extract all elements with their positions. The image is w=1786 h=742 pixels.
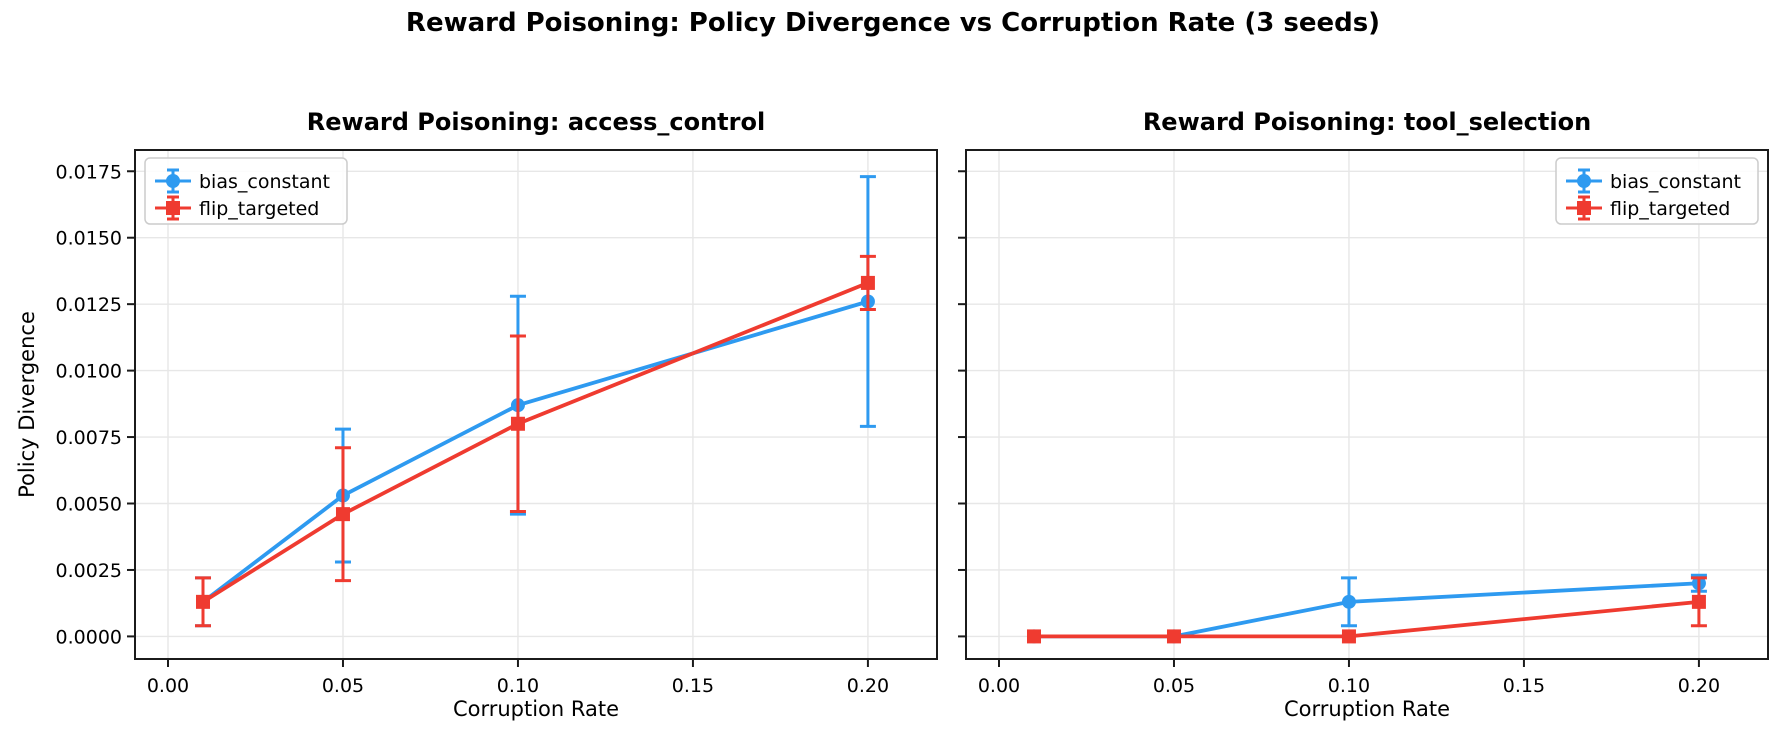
gridlines [135, 150, 937, 659]
legend-marker [166, 201, 180, 215]
y-tick-label: 0.0075 [56, 427, 122, 449]
legend-sample [1566, 195, 1602, 221]
data-point [1166, 629, 1181, 644]
figure-suptitle: Reward Poisoning: Policy Divergence vs C… [405, 8, 1381, 38]
axes-border [965, 149, 1769, 660]
x-tick-label: 0.10 [1328, 675, 1370, 697]
y-axis-label: Policy Divergence [15, 311, 39, 498]
data-point [1026, 629, 1041, 644]
y-tick-label: 0.0150 [56, 228, 122, 250]
x-tick-label: 0.10 [497, 675, 539, 697]
data-point [335, 507, 350, 522]
subplot-access-control: 0.00 0.05 0.10 0.15 0.20 0.0000 0.0025 0.0050 0.… [15, 108, 938, 721]
data-point [195, 594, 210, 609]
y-tick-label: 0.0025 [56, 560, 122, 582]
series-flip_targeted [194, 254, 876, 628]
data-point [1341, 629, 1356, 644]
legend-marker [1577, 174, 1591, 188]
x-tick-label: 0.15 [1503, 675, 1545, 697]
legend-marker [166, 174, 180, 188]
y-tick-label: 0.0125 [56, 294, 122, 316]
legend-sample [1566, 168, 1602, 194]
series-flip_targeted [1026, 576, 1707, 644]
data-line [201, 299, 869, 604]
y-tick-label: 0.0175 [56, 161, 122, 183]
data-line [1033, 599, 1700, 639]
data-point [1341, 594, 1356, 609]
x-tick-label: 0.05 [322, 675, 364, 697]
legend-label: flip_targeted [1610, 198, 1730, 220]
legend-sample [155, 168, 191, 194]
y-tick-label: 0.0050 [56, 494, 122, 516]
x-tick-label: 0.00 [978, 675, 1020, 697]
gridlines [966, 150, 1768, 659]
subplot-title: Reward Poisoning: tool_selection [1143, 108, 1591, 136]
legend-sample [155, 195, 191, 221]
legend-label: flip_targeted [199, 198, 319, 220]
x-tick-label: 0.00 [147, 675, 189, 697]
legend-label: bias_constant [199, 171, 330, 193]
x-axis-label: Corruption Rate [1284, 697, 1450, 721]
data-point [860, 275, 875, 290]
tick-marks [958, 170, 1700, 667]
legend: bias_constant flip_targeted [1555, 157, 1759, 225]
legend-label: bias_constant [1610, 171, 1741, 193]
x-tick-label: 0.20 [1678, 675, 1720, 697]
legend-box [144, 157, 348, 225]
data-line [201, 281, 869, 604]
x-tick-label: 0.20 [847, 675, 889, 697]
y-tick-label: 0.0000 [56, 626, 122, 648]
x-axis-label: Corruption Rate [453, 697, 619, 721]
legend-box [1555, 157, 1759, 225]
data-point [1691, 594, 1706, 609]
legend-marker [1577, 201, 1591, 215]
data-point [510, 416, 525, 431]
x-tick-label: 0.05 [1153, 675, 1195, 697]
x-tick-label: 0.15 [672, 675, 714, 697]
subplot-tool-selection: 0.00 0.05 0.10 0.15 0.20 Reward Poisoning: to… [958, 108, 1769, 721]
y-tick-label: 0.0100 [56, 361, 122, 383]
subplot-title: Reward Poisoning: access_control [307, 108, 765, 136]
legend: bias_constant flip_targeted [144, 157, 348, 225]
tick-marks [127, 170, 869, 667]
series-bias_constant [194, 175, 876, 628]
axes-border [134, 149, 938, 660]
